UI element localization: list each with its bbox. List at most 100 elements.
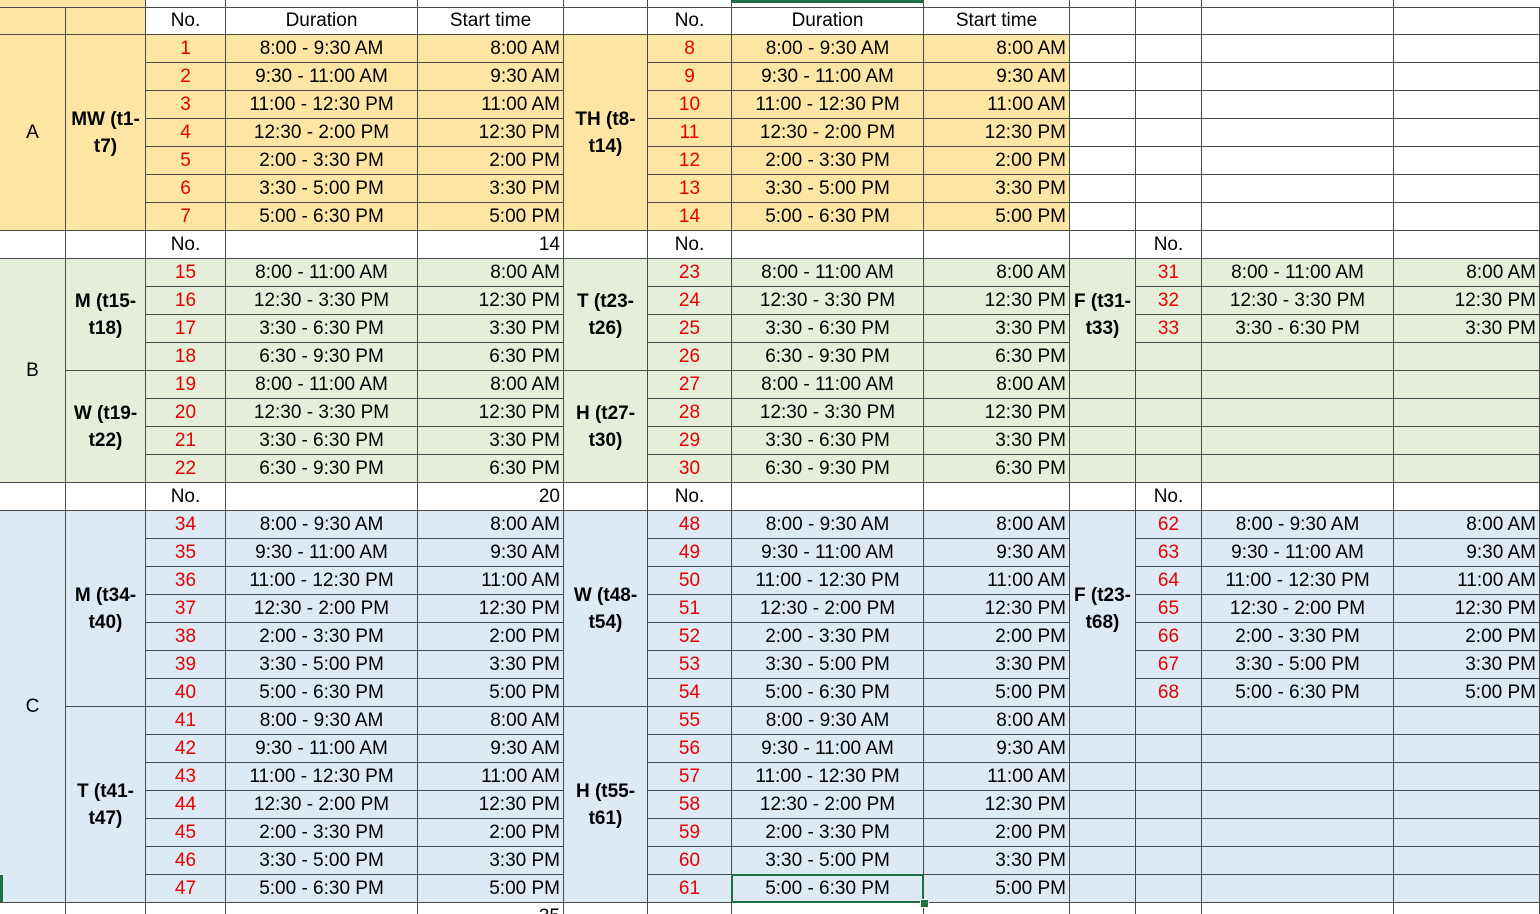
slot-start-time[interactable]: 11:00 AM: [924, 567, 1070, 595]
slot-duration[interactable]: 2:00 - 3:30 PM: [732, 819, 924, 847]
slot-duration[interactable]: 8:00 - 9:30 AM: [226, 707, 418, 735]
slot-number[interactable]: 18: [146, 343, 226, 371]
column-header[interactable]: Start time: [418, 7, 564, 35]
sheet-cell[interactable]: [1202, 427, 1394, 455]
slot-duration[interactable]: 12:30 - 2:00 PM: [226, 791, 418, 819]
slot-start-time[interactable]: 8:00 AM: [418, 511, 564, 539]
slot-duration[interactable]: 8:00 - 9:30 AM: [226, 35, 418, 63]
slot-number[interactable]: 45: [146, 819, 226, 847]
slot-duration[interactable]: 2:00 - 3:30 PM: [732, 623, 924, 651]
slot-start-time[interactable]: 3:30 PM: [924, 651, 1070, 679]
slot-start-time[interactable]: 12:30 PM: [418, 595, 564, 623]
slot-number[interactable]: 19: [146, 371, 226, 399]
slot-duration[interactable]: 6:30 - 9:30 PM: [226, 455, 418, 483]
slot-number[interactable]: 59: [648, 819, 732, 847]
section-count[interactable]: 14: [418, 231, 564, 259]
slot-number[interactable]: 66: [1136, 623, 1202, 651]
sheet-cell[interactable]: [1070, 147, 1136, 175]
slot-number[interactable]: 55: [648, 707, 732, 735]
slot-start-time[interactable]: 6:30 PM: [418, 455, 564, 483]
sheet-cell[interactable]: [1070, 763, 1136, 791]
day-label[interactable]: M (t34-t40): [66, 511, 146, 707]
slot-start-time[interactable]: 9:30 AM: [418, 63, 564, 91]
sheet-cell[interactable]: [66, 7, 146, 35]
sheet-cell[interactable]: [1202, 735, 1394, 763]
slot-number[interactable]: 8: [648, 35, 732, 63]
slot-start-time[interactable]: 3:30 PM: [1394, 651, 1540, 679]
slot-start-time[interactable]: 3:30 PM: [924, 175, 1070, 203]
slot-duration[interactable]: 2:00 - 3:30 PM: [732, 147, 924, 175]
group-label-b[interactable]: B: [0, 259, 66, 483]
sheet-cell[interactable]: [1070, 231, 1136, 259]
slot-number[interactable]: 65: [1136, 595, 1202, 623]
sheet-cell[interactable]: [1202, 791, 1394, 819]
day-label[interactable]: MW (t1-t7): [66, 35, 146, 231]
sheet-cell[interactable]: [1070, 791, 1136, 819]
slot-duration[interactable]: 2:00 - 3:30 PM: [1202, 623, 1394, 651]
sheet-cell[interactable]: [226, 483, 418, 511]
slot-duration[interactable]: 9:30 - 11:00 AM: [226, 735, 418, 763]
sheet-cell[interactable]: [564, 903, 648, 914]
slot-number[interactable]: 33: [1136, 315, 1202, 343]
sheet-cell[interactable]: [1202, 399, 1394, 427]
slot-number[interactable]: 52: [648, 623, 732, 651]
sheet-cell[interactable]: [1136, 175, 1202, 203]
slot-start-time[interactable]: 12:30 PM: [1394, 595, 1540, 623]
slot-duration[interactable]: 6:30 - 9:30 PM: [226, 343, 418, 371]
slot-duration[interactable]: 12:30 - 2:00 PM: [732, 595, 924, 623]
sheet-cell[interactable]: [1136, 903, 1202, 914]
sheet-cell[interactable]: [0, 903, 66, 914]
sheet-cell[interactable]: [1394, 343, 1540, 371]
slot-start-time[interactable]: 11:00 AM: [418, 91, 564, 119]
sheet-cell[interactable]: [1202, 483, 1394, 511]
slot-duration[interactable]: 12:30 - 2:00 PM: [732, 119, 924, 147]
sheet-cell[interactable]: [1394, 7, 1540, 35]
sheet-cell[interactable]: [1070, 483, 1136, 511]
slot-duration[interactable]: 8:00 - 9:30 AM: [226, 511, 418, 539]
sheet-cell[interactable]: [1070, 819, 1136, 847]
slot-duration[interactable]: 12:30 - 3:30 PM: [226, 399, 418, 427]
sheet-cell[interactable]: [1070, 903, 1136, 914]
slot-duration[interactable]: 6:30 - 9:30 PM: [732, 343, 924, 371]
sheet-cell[interactable]: [1136, 819, 1202, 847]
day-label[interactable]: W (t19-t22): [66, 371, 146, 483]
slot-duration[interactable]: 9:30 - 11:00 AM: [1202, 539, 1394, 567]
day-label[interactable]: TH (t8-t14): [564, 35, 648, 231]
slot-number[interactable]: 51: [648, 595, 732, 623]
slot-number[interactable]: 24: [648, 287, 732, 315]
sheet-cell[interactable]: [1202, 371, 1394, 399]
column-header[interactable]: No.: [146, 7, 226, 35]
sheet-cell[interactable]: [1394, 91, 1540, 119]
slot-start-time[interactable]: 5:00 PM: [418, 875, 564, 903]
slot-start-time[interactable]: 3:30 PM: [924, 427, 1070, 455]
sheet-cell[interactable]: [924, 231, 1070, 259]
slot-start-time[interactable]: 3:30 PM: [418, 651, 564, 679]
slot-number[interactable]: 44: [146, 791, 226, 819]
slot-start-time[interactable]: 3:30 PM: [418, 427, 564, 455]
slot-duration[interactable]: 5:00 - 6:30 PM: [732, 679, 924, 707]
slot-start-time[interactable]: 12:30 PM: [924, 791, 1070, 819]
slot-start-time[interactable]: 11:00 AM: [418, 763, 564, 791]
sheet-cell[interactable]: [1202, 455, 1394, 483]
sheet-cell[interactable]: [1202, 343, 1394, 371]
slot-start-time[interactable]: 2:00 PM: [418, 623, 564, 651]
group-label-a[interactable]: A: [0, 35, 66, 231]
slot-start-time[interactable]: 12:30 PM: [418, 399, 564, 427]
sheet-cell[interactable]: [732, 903, 924, 914]
section-header[interactable]: No.: [648, 483, 732, 511]
sheet-cell[interactable]: [564, 7, 648, 35]
section-header[interactable]: No.: [146, 231, 226, 259]
sheet-cell[interactable]: [1202, 231, 1394, 259]
sheet-cell[interactable]: [1070, 399, 1136, 427]
slot-duration[interactable]: 2:00 - 3:30 PM: [226, 819, 418, 847]
slot-number[interactable]: 63: [1136, 539, 1202, 567]
slot-duration[interactable]: 2:00 - 3:30 PM: [226, 147, 418, 175]
day-label[interactable]: T (t23-t26): [564, 259, 648, 371]
sheet-cell[interactable]: [1136, 35, 1202, 63]
sheet-cell[interactable]: [1070, 455, 1136, 483]
column-header[interactable]: Duration: [226, 7, 418, 35]
slot-number[interactable]: 6: [146, 175, 226, 203]
slot-start-time[interactable]: 2:00 PM: [418, 147, 564, 175]
slot-number[interactable]: 61: [648, 875, 732, 903]
section-header[interactable]: No.: [146, 483, 226, 511]
